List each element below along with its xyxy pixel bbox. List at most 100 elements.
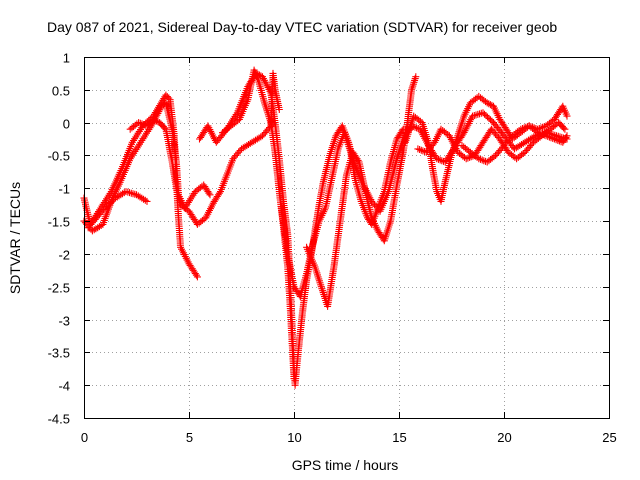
data-point (535, 129, 543, 137)
data-point (486, 101, 494, 109)
data-point (436, 156, 444, 164)
data-point (412, 73, 420, 81)
data-point (519, 125, 526, 132)
x-tick-label: 25 (602, 430, 616, 445)
data-point (544, 132, 552, 140)
y-tick-label: -1 (58, 182, 70, 197)
data-point (537, 130, 545, 138)
satellite-track-5 (196, 69, 571, 389)
satellite-track-7 (277, 125, 411, 301)
y-axis-label: SDTVAR / TECUs (7, 182, 23, 294)
data-point (534, 129, 542, 136)
data-point (563, 132, 571, 140)
data-point (485, 100, 493, 108)
y-tick-label: -4 (58, 379, 70, 394)
data-point (104, 201, 112, 209)
data-point (554, 136, 562, 144)
data-point (416, 146, 424, 153)
data-point (141, 121, 149, 129)
data-point (482, 157, 489, 165)
y-tick-label: 0 (63, 117, 70, 132)
data-point (126, 189, 133, 197)
data-point (540, 131, 548, 139)
data-point (545, 133, 553, 141)
x-tick-label: 10 (287, 430, 301, 445)
y-tick-label: -0.5 (48, 149, 70, 164)
data-point (490, 153, 498, 161)
data-point (483, 99, 491, 107)
axis-ticks (84, 57, 610, 419)
grid (84, 57, 609, 418)
data-point (136, 119, 144, 127)
data-point (563, 112, 571, 120)
data-point (519, 150, 527, 157)
data-point (537, 124, 545, 132)
data-point (161, 124, 169, 132)
data-point (562, 133, 570, 141)
data-point (549, 134, 557, 142)
data-point (215, 189, 223, 197)
data-point (466, 153, 474, 161)
y-tick-label: -2.5 (48, 281, 70, 296)
data-point (560, 124, 568, 132)
plot-frame (84, 57, 610, 419)
data-point (539, 131, 547, 138)
data-point (435, 155, 442, 163)
data-point (206, 191, 214, 199)
data-point (205, 189, 213, 197)
data-point (103, 203, 110, 211)
data-point (477, 155, 484, 163)
data-point (520, 124, 528, 132)
y-tick-label: 1 (63, 51, 70, 66)
data-point (475, 155, 483, 163)
y-tick-label: -3 (58, 314, 70, 329)
data-point (524, 123, 531, 131)
data-point (193, 273, 201, 281)
data-point (517, 125, 525, 133)
y-tick-label: -4.5 (48, 412, 70, 427)
x-tick-label: 20 (497, 430, 511, 445)
data-point (414, 145, 422, 153)
data-point (413, 124, 421, 132)
y-tick-label: 0.5 (52, 84, 70, 99)
data-point (542, 132, 550, 140)
data-point (143, 197, 151, 205)
data-point (141, 196, 149, 204)
data-point (290, 375, 298, 383)
data-point (411, 123, 419, 131)
x-tick-label: 15 (392, 430, 406, 445)
y-axis-tick-labels: 1 0.5 0 -0.5 -1 -1.5 -2 -2.5 -3 -3.5 -4 -4.5 (48, 51, 70, 427)
data-point (149, 115, 157, 123)
data-point (464, 154, 472, 162)
data-point (421, 148, 429, 155)
y-tick-label: -2 (58, 248, 70, 263)
satellite-track-11 (458, 122, 571, 166)
data-point (528, 140, 536, 148)
data-point (165, 94, 173, 102)
data-point (539, 123, 547, 131)
y-tick-label: -1.5 (48, 215, 70, 230)
x-axis-tick-labels: 0 5 10 15 20 25 (81, 430, 617, 445)
data-point (561, 125, 569, 133)
satellite-track-4 (126, 69, 283, 228)
satellite-track-3 (84, 188, 151, 232)
data-point (192, 271, 200, 279)
x-tick-label: 0 (81, 430, 88, 445)
data-point (151, 116, 159, 124)
satellite-track-8 (303, 73, 420, 310)
data-series (80, 66, 571, 389)
data-point (547, 134, 555, 142)
data-point (100, 206, 108, 214)
data-point (153, 117, 160, 125)
data-point (417, 146, 425, 154)
data-point (275, 106, 283, 113)
data-point (354, 156, 362, 164)
y-tick-label: -3.5 (48, 346, 70, 361)
x-tick-label: 5 (186, 430, 193, 445)
data-point (135, 119, 143, 127)
data-point (478, 156, 486, 164)
data-point (462, 155, 470, 163)
data-point (138, 120, 146, 128)
data-point (550, 135, 558, 143)
